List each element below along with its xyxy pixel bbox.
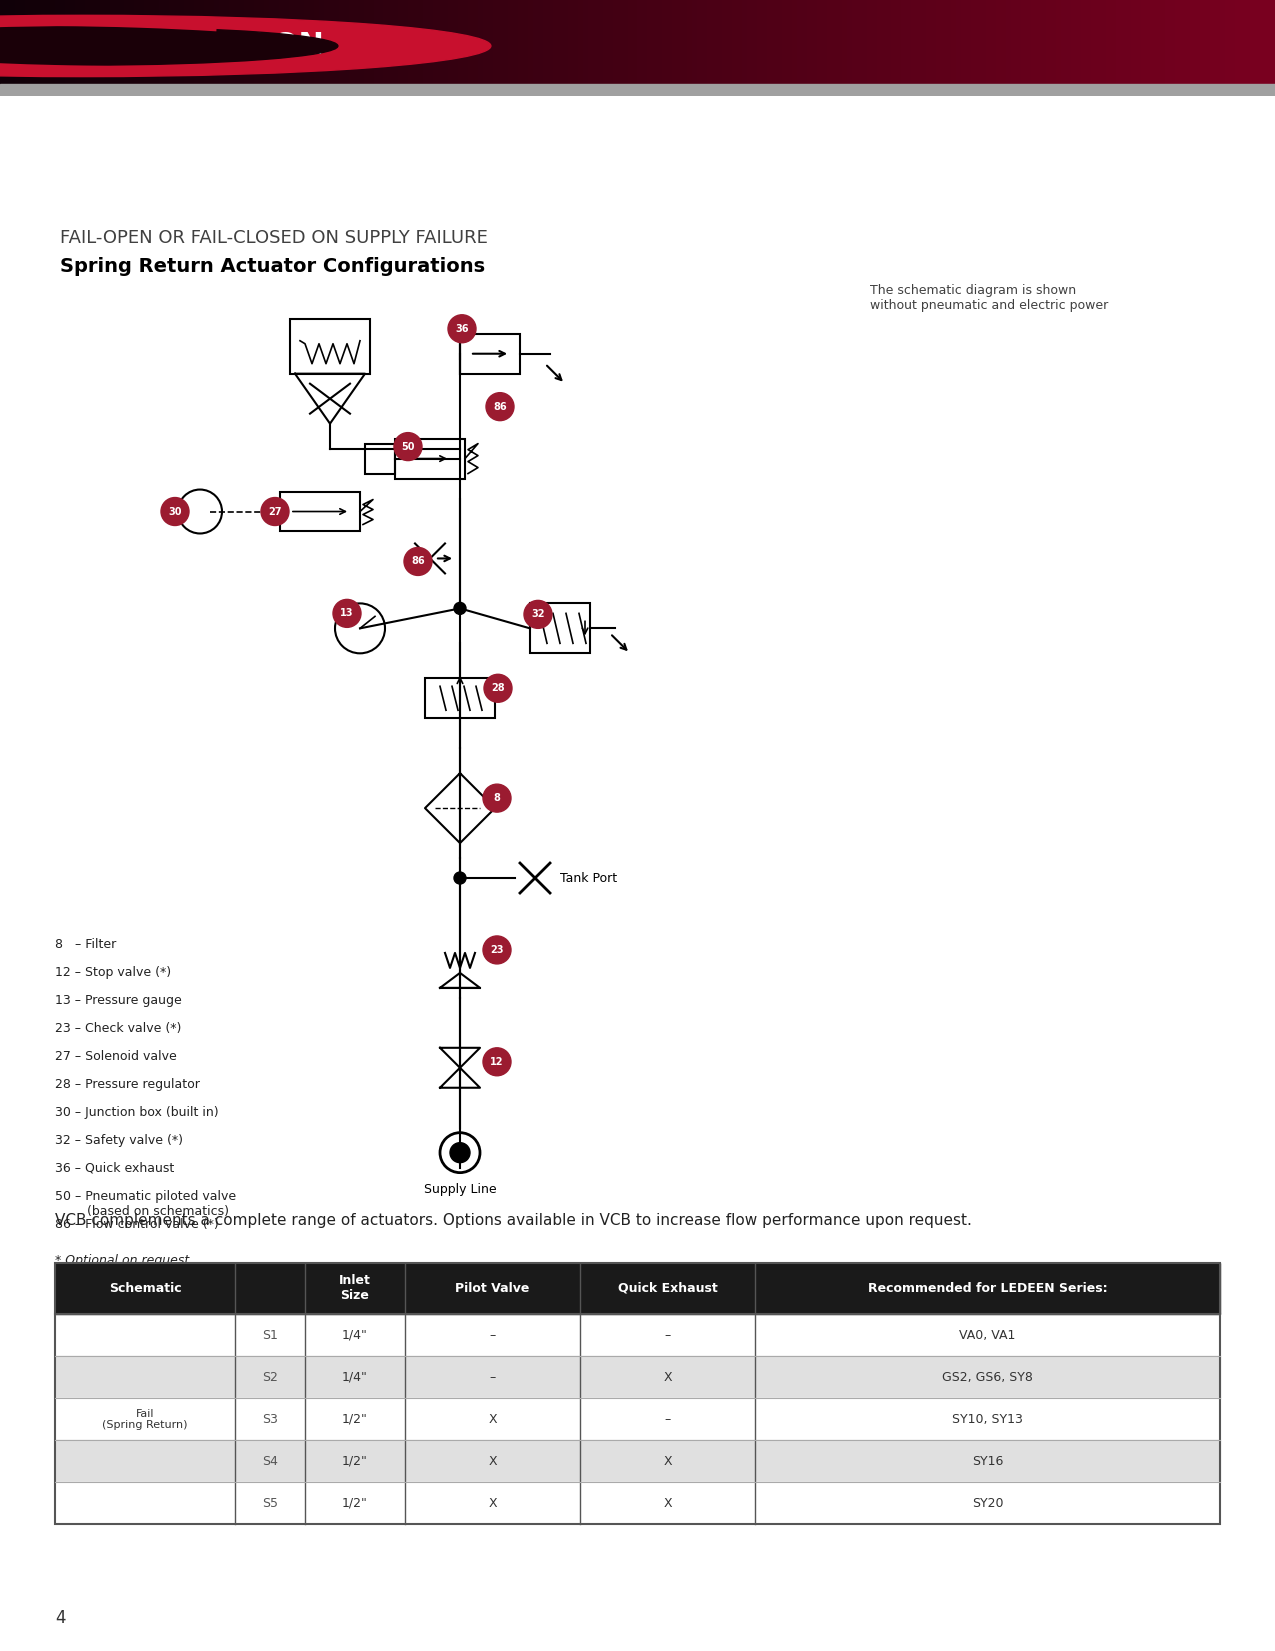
Text: Supply Line: Supply Line [423, 1182, 496, 1195]
Bar [55, 1398, 1220, 1440]
Text: 8: 8 [493, 792, 500, 802]
Text: –: – [490, 1329, 496, 1342]
Text: S3: S3 [263, 1413, 278, 1426]
Bar [289, 319, 370, 373]
Text: 30: 30 [168, 507, 182, 517]
Text: X: X [663, 1370, 672, 1384]
Text: 23: 23 [491, 944, 504, 954]
Text: X: X [663, 1455, 672, 1468]
Circle shape [261, 497, 289, 525]
Text: –: – [664, 1413, 671, 1426]
Circle shape [0, 15, 491, 76]
Bar [55, 1483, 1220, 1524]
Bar [530, 603, 590, 654]
Text: S4: S4 [263, 1455, 278, 1468]
Text: 36: 36 [455, 324, 469, 334]
Circle shape [450, 1142, 470, 1162]
Text: 1/2": 1/2" [342, 1455, 368, 1468]
Circle shape [524, 601, 552, 629]
Bar [425, 679, 495, 718]
Text: SY16: SY16 [972, 1455, 1003, 1468]
Text: SY20: SY20 [972, 1497, 1003, 1509]
Circle shape [486, 393, 514, 421]
Text: 1/2": 1/2" [342, 1497, 368, 1509]
Text: X: X [488, 1497, 497, 1509]
Text: 36 – Quick exhaust: 36 – Quick exhaust [55, 1162, 175, 1174]
Text: X: X [663, 1497, 672, 1509]
Text: 32: 32 [532, 609, 544, 619]
Text: 27 – Solenoid valve: 27 – Solenoid valve [55, 1050, 177, 1063]
Bar [460, 334, 520, 373]
Text: S2: S2 [263, 1370, 278, 1384]
Text: 86 – Flow control valve (*): 86 – Flow control valve (*) [55, 1217, 219, 1230]
Text: –: – [664, 1329, 671, 1342]
Text: Recommended for LEDEEN Series:: Recommended for LEDEEN Series: [868, 1281, 1107, 1294]
Text: 13: 13 [340, 608, 353, 619]
Circle shape [394, 433, 422, 461]
Circle shape [483, 1048, 511, 1076]
Circle shape [404, 548, 432, 576]
Text: Pilot Valve: Pilot Valve [455, 1281, 529, 1294]
Text: 1/4": 1/4" [342, 1329, 368, 1342]
Text: CAMERON: CAMERON [153, 31, 325, 61]
Text: VA0, VA1: VA0, VA1 [959, 1329, 1016, 1342]
Circle shape [483, 936, 511, 964]
Text: 12 – Stop valve (*): 12 – Stop valve (*) [55, 966, 171, 979]
Bar [280, 492, 360, 532]
Text: X: X [488, 1455, 497, 1468]
Bar [55, 1263, 1220, 1524]
Text: 50: 50 [402, 441, 414, 452]
Text: 4: 4 [55, 1610, 65, 1626]
Text: 32 – Safety valve (*): 32 – Safety valve (*) [55, 1134, 184, 1147]
Bar [55, 1263, 1220, 1314]
Text: 13 – Pressure gauge: 13 – Pressure gauge [55, 994, 182, 1007]
Circle shape [484, 674, 513, 702]
Text: Tank Port: Tank Port [560, 872, 617, 885]
Text: S1: S1 [263, 1329, 278, 1342]
Text: Quick Exhaust: Quick Exhaust [617, 1281, 718, 1294]
Circle shape [483, 784, 511, 812]
Circle shape [454, 603, 465, 614]
Text: S5: S5 [261, 1497, 278, 1509]
Text: SY10, SY13: SY10, SY13 [952, 1413, 1023, 1426]
Circle shape [0, 26, 338, 64]
Text: The schematic diagram is shown
without pneumatic and electric power: The schematic diagram is shown without p… [870, 284, 1108, 312]
Text: 23 – Check valve (*): 23 – Check valve (*) [55, 1022, 181, 1035]
Bar [0, 84, 1275, 96]
Text: 1/2": 1/2" [342, 1413, 368, 1426]
Bar [55, 1440, 1220, 1483]
Text: Inlet
Size: Inlet Size [339, 1275, 371, 1303]
Text: FAIL-OPEN OR FAIL-CLOSED ON SUPPLY FAILURE: FAIL-OPEN OR FAIL-CLOSED ON SUPPLY FAILU… [60, 229, 488, 248]
Text: 28 – Pressure regulator: 28 – Pressure regulator [55, 1078, 200, 1091]
Bar [395, 439, 465, 479]
Text: 1/4": 1/4" [342, 1370, 368, 1384]
Text: 86: 86 [493, 401, 506, 411]
Bar [55, 1357, 1220, 1398]
Text: 86: 86 [411, 556, 425, 566]
Bar [55, 1314, 1220, 1357]
Text: * Optional on request: * Optional on request [55, 1253, 189, 1266]
Text: 8   – Filter: 8 – Filter [55, 938, 116, 951]
Text: 12: 12 [491, 1057, 504, 1067]
Text: VCB complements a complete range of actuators. Options available in VCB to incre: VCB complements a complete range of actu… [55, 1212, 972, 1228]
Circle shape [333, 599, 361, 627]
Text: 27: 27 [268, 507, 282, 517]
Text: 50 – Pneumatic piloted valve
        (based on schematics): 50 – Pneumatic piloted valve (based on s… [55, 1190, 236, 1217]
Circle shape [448, 315, 476, 343]
Text: 30 – Junction box (built in): 30 – Junction box (built in) [55, 1106, 218, 1119]
Text: GS2, GS6, SY8: GS2, GS6, SY8 [942, 1370, 1033, 1384]
Text: –: – [490, 1370, 496, 1384]
Text: X: X [488, 1413, 497, 1426]
Text: Schematic: Schematic [108, 1281, 181, 1294]
Circle shape [161, 497, 189, 525]
Text: Spring Return Actuator Configurations: Spring Return Actuator Configurations [60, 258, 485, 276]
Circle shape [454, 872, 465, 883]
Bar [365, 444, 395, 474]
Text: 28: 28 [491, 684, 505, 693]
Text: Fail
(Spring Return): Fail (Spring Return) [102, 1408, 187, 1430]
